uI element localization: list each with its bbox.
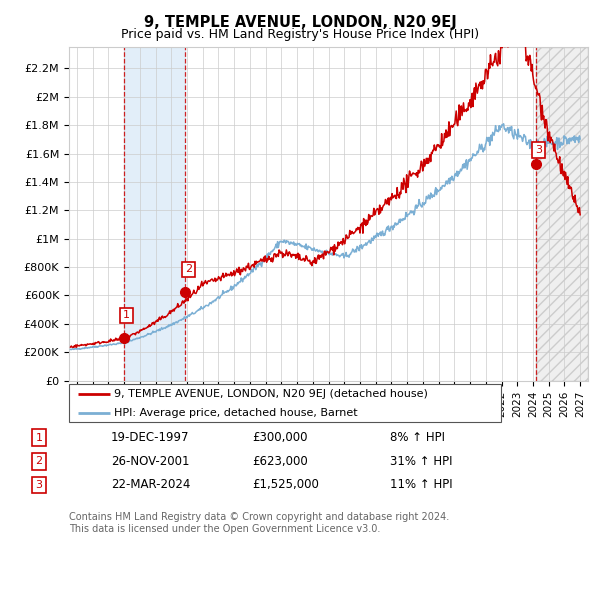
Text: 22-MAR-2024: 22-MAR-2024: [111, 478, 190, 491]
Text: Price paid vs. HM Land Registry's House Price Index (HPI): Price paid vs. HM Land Registry's House …: [121, 28, 479, 41]
Text: 19-DEC-1997: 19-DEC-1997: [111, 431, 190, 444]
Text: 9, TEMPLE AVENUE, LONDON, N20 9EJ: 9, TEMPLE AVENUE, LONDON, N20 9EJ: [143, 15, 457, 30]
Bar: [124, 47, 185, 381]
Text: 1: 1: [123, 310, 130, 320]
Text: £1,525,000: £1,525,000: [252, 478, 319, 491]
Text: Contains HM Land Registry data © Crown copyright and database right 2024.: Contains HM Land Registry data © Crown c…: [69, 512, 449, 522]
Text: 11% ↑ HPI: 11% ↑ HPI: [390, 478, 452, 491]
Text: 3: 3: [35, 480, 43, 490]
Text: 1: 1: [35, 433, 43, 442]
Text: 26-NOV-2001: 26-NOV-2001: [111, 455, 190, 468]
Text: £300,000: £300,000: [252, 431, 308, 444]
Text: 2: 2: [185, 264, 192, 274]
Text: 8% ↑ HPI: 8% ↑ HPI: [390, 431, 445, 444]
Text: 9, TEMPLE AVENUE, LONDON, N20 9EJ (detached house): 9, TEMPLE AVENUE, LONDON, N20 9EJ (detac…: [115, 389, 428, 399]
Text: 31% ↑ HPI: 31% ↑ HPI: [390, 455, 452, 468]
Text: 3: 3: [535, 145, 542, 155]
Text: £623,000: £623,000: [252, 455, 308, 468]
Bar: [536, 47, 588, 381]
Text: This data is licensed under the Open Government Licence v3.0.: This data is licensed under the Open Gov…: [69, 524, 380, 534]
Text: HPI: Average price, detached house, Barnet: HPI: Average price, detached house, Barn…: [115, 408, 358, 418]
FancyBboxPatch shape: [69, 384, 501, 422]
Text: 2: 2: [35, 457, 43, 466]
Bar: [536, 47, 588, 381]
